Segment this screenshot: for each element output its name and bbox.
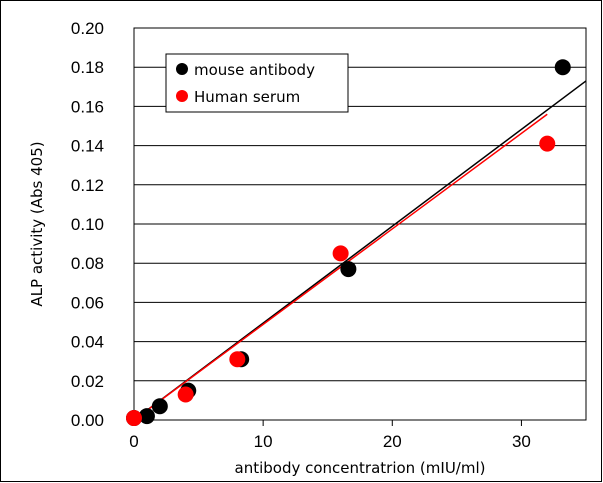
- x-axis-title: antibody concentratrion (mIU/ml): [235, 459, 486, 477]
- data-point: [332, 245, 349, 262]
- data-points: [126, 59, 571, 427]
- x-tick-label: 20: [383, 432, 402, 451]
- y-tick-label: 0.16: [71, 97, 104, 116]
- y-axis-title: ALP activity (Abs 405): [28, 141, 46, 306]
- x-tick-label: 30: [512, 432, 531, 451]
- y-tick-label: 0.12: [71, 176, 104, 195]
- x-axis-ticks: 0 10 20 30: [129, 420, 531, 451]
- legend-marker-human-serum: [176, 90, 188, 102]
- legend-label-mouse-antibody: mouse antibody: [194, 61, 315, 79]
- y-tick-label: 0.10: [71, 215, 104, 234]
- data-point: [126, 410, 142, 427]
- data-point: [151, 398, 168, 415]
- legend-label-human-serum: Human serum: [194, 88, 300, 106]
- plot-area: [133, 27, 587, 421]
- y-tick-label: 0.02: [71, 372, 104, 391]
- data-point: [340, 261, 357, 278]
- y-tick-label: 0.04: [71, 333, 104, 352]
- x-tick-label: 0: [129, 432, 138, 451]
- y-tick-label: 0.06: [71, 293, 104, 312]
- data-point: [554, 59, 571, 76]
- y-axis-ticks: 0.00 0.02 0.04 0.06 0.08 0.10 0.12 0.14 0.16 0.18…: [71, 19, 104, 430]
- legend-marker-mouse-antibody: [176, 63, 188, 75]
- y-tick-label: 0.18: [71, 58, 104, 77]
- y-tick-label: 0.00: [71, 411, 104, 430]
- legend-box: [165, 53, 349, 113]
- data-point: [539, 135, 556, 152]
- x-tick-label: 10: [254, 432, 273, 451]
- y-tick-label: 0.14: [71, 137, 104, 156]
- data-point: [177, 386, 194, 403]
- y-tick-label: 0.08: [71, 254, 104, 273]
- legend: mouse antibody Human serum: [165, 53, 349, 113]
- y-tick-label: 0.20: [71, 19, 104, 38]
- data-point: [229, 351, 246, 368]
- data-point: [138, 408, 155, 425]
